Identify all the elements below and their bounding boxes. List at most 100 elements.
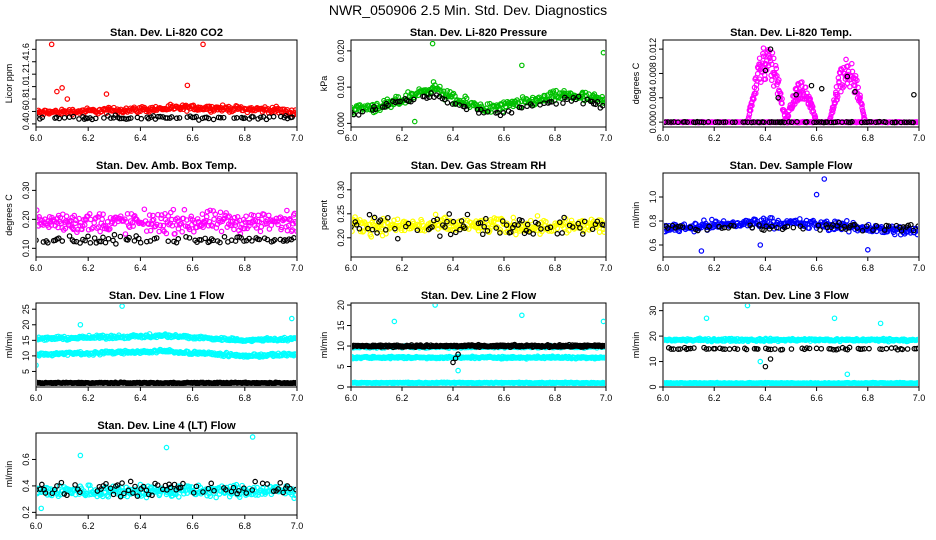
data-point: [779, 100, 785, 107]
panel-title: Stan. Dev. Line 2 Flow: [421, 290, 537, 302]
data-point: [87, 240, 94, 246]
data-point: [103, 91, 110, 97]
data-point: [579, 89, 586, 96]
x-tick-label: 6.4: [759, 263, 772, 273]
data-point: [231, 115, 237, 121]
data-point: [294, 228, 296, 235]
data-points: [352, 304, 605, 386]
data-point: [288, 315, 295, 322]
data-point: [788, 119, 795, 126]
data-point: [238, 235, 244, 241]
data-point: [535, 221, 541, 227]
data-point: [292, 218, 296, 225]
data-point: [575, 93, 582, 100]
data-point: [852, 88, 858, 95]
data-point: [763, 223, 769, 230]
x-tick-label: 6.4: [134, 263, 147, 273]
data-point: [385, 102, 391, 109]
data-points: [37, 41, 296, 123]
data-point: [553, 87, 559, 94]
data-point: [270, 113, 277, 120]
data-point: [359, 108, 366, 115]
data-point: [762, 76, 769, 82]
data-point: [861, 112, 867, 119]
data-point: [594, 218, 601, 225]
data-point: [96, 211, 103, 217]
y-tick-label: 0.6: [648, 239, 658, 252]
data-point: [561, 87, 567, 94]
data-point: [503, 222, 510, 228]
data-point: [665, 119, 672, 125]
y-tick-label: 0.20: [336, 229, 346, 247]
data-point: [355, 112, 362, 118]
data-point: [72, 220, 79, 227]
series-1: [664, 45, 918, 126]
data-points: [37, 304, 296, 386]
data-point: [264, 236, 271, 243]
series-1: [37, 304, 296, 368]
x-tick-label: 6.8: [239, 263, 252, 273]
x-tick-label: 6.0: [345, 133, 358, 143]
y-tick-label: 0.6: [21, 105, 31, 118]
data-point: [432, 304, 438, 308]
data-point: [813, 191, 820, 198]
data-point: [818, 85, 825, 92]
data-point: [897, 224, 903, 231]
data-point: [423, 95, 430, 101]
x-tick-label: 6.0: [30, 133, 43, 143]
y-tick-label: 1.6: [21, 43, 31, 56]
panel-title: Stan. Dev. Li-820 CO2: [110, 27, 223, 39]
data-point: [477, 106, 484, 113]
data-point: [99, 216, 105, 223]
data-point: [602, 97, 605, 103]
data-point: [882, 119, 889, 126]
y-axis-label: percent: [319, 199, 329, 230]
data-point: [664, 119, 669, 125]
x-tick-label: 7.0: [291, 393, 304, 403]
data-point: [580, 100, 586, 107]
data-point: [915, 223, 918, 230]
data-point: [601, 222, 605, 228]
data-point: [675, 119, 681, 126]
data-point: [527, 217, 534, 224]
data-point: [352, 219, 359, 225]
data-point: [858, 119, 865, 126]
series-2: [37, 379, 296, 386]
data-point: [508, 109, 515, 116]
x-tick-label: 6.4: [759, 133, 772, 143]
data-point: [484, 101, 491, 107]
data-point: [530, 231, 537, 237]
data-point: [540, 97, 546, 104]
data-point: [817, 227, 823, 233]
data-point: [767, 46, 774, 52]
data-point: [561, 214, 567, 221]
data-point: [802, 84, 809, 91]
data-point: [684, 119, 690, 126]
data-point: [834, 93, 841, 100]
data-point: [91, 235, 98, 241]
x-tick-label: 6.8: [862, 263, 875, 273]
data-point: [493, 225, 500, 231]
data-point: [289, 227, 296, 233]
data-point: [849, 118, 855, 125]
x-tick-label: 6.8: [549, 133, 562, 143]
data-point: [168, 216, 175, 223]
data-point: [168, 114, 175, 120]
data-point: [719, 225, 725, 231]
figure-title: NWR_050906 2.5 Min. Std. Dev. Diagnostic…: [328, 2, 608, 18]
series-1: [664, 176, 918, 254]
data-point: [885, 223, 892, 229]
data-point: [410, 96, 417, 103]
data-point: [547, 224, 554, 231]
data-point: [397, 98, 403, 105]
data-point: [71, 212, 78, 219]
data-point: [200, 224, 206, 231]
data-point: [447, 231, 454, 238]
data-point: [745, 114, 752, 120]
data-point: [285, 222, 292, 229]
x-tick-label: 6.8: [862, 393, 875, 403]
data-point: [193, 224, 200, 231]
data-point: [405, 220, 412, 227]
